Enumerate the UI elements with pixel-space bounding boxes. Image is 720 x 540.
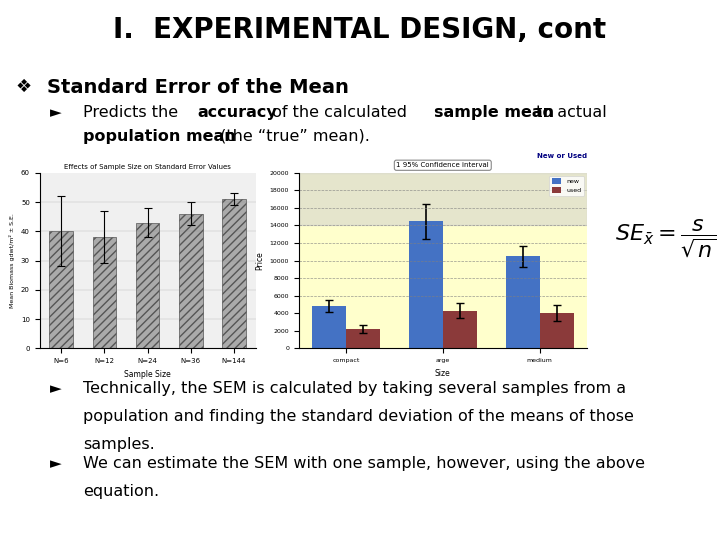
Bar (50, 231, 73, 348)
Text: ►: ► (50, 105, 62, 120)
Text: Predicts the: Predicts the (83, 105, 183, 120)
Text: accuracy: accuracy (197, 105, 276, 120)
Bar (540, 313, 574, 348)
Y-axis label: Mean Biomass gdwt/m² ± S.E.: Mean Biomass gdwt/m² ± S.E. (9, 213, 15, 308)
Text: Standard Error of the Mean: Standard Error of the Mean (47, 78, 348, 97)
Text: ❖: ❖ (16, 78, 32, 96)
Bar (506, 256, 540, 348)
Bar (443, 310, 477, 348)
Text: I.  EXPERIMENTAL DESIGN, cont: I. EXPERIMENTAL DESIGN, cont (114, 16, 606, 44)
Text: ►: ► (50, 381, 62, 396)
Text: We can estimate the SEM with one sample, however, using the above: We can estimate the SEM with one sample,… (83, 456, 645, 471)
Bar (179, 214, 202, 348)
Bar (93, 237, 117, 348)
Bar (346, 329, 379, 348)
Bar (409, 221, 443, 348)
Text: samples.: samples. (83, 437, 155, 452)
Text: population and finding the standard deviation of the means of those: population and finding the standard devi… (83, 409, 634, 424)
X-axis label: Size: Size (435, 369, 451, 377)
Text: sample mean: sample mean (434, 105, 554, 120)
Text: New or Used: New or Used (536, 153, 587, 159)
Text: $SE_{\bar{x}} = \dfrac{s}{\sqrt{n}}$: $SE_{\bar{x}} = \dfrac{s}{\sqrt{n}}$ (616, 217, 716, 259)
Y-axis label: Price: Price (255, 251, 264, 270)
Text: of the calculated: of the calculated (267, 105, 413, 120)
Text: equation.: equation. (83, 484, 159, 500)
Title: 1 95% Confidence interval: 1 95% Confidence interval (397, 162, 489, 168)
Text: (the “true” mean).: (the “true” mean). (215, 129, 369, 144)
Title: Effects of Sample Size on Standard Error Values: Effects of Sample Size on Standard Error… (64, 164, 231, 170)
Text: population mean: population mean (83, 129, 235, 144)
Bar (299, 173, 587, 226)
Text: ►: ► (50, 456, 62, 471)
Bar (222, 199, 246, 348)
Bar (312, 306, 346, 348)
Legend: new, used: new, used (549, 176, 584, 196)
Text: to actual: to actual (531, 105, 606, 120)
X-axis label: Sample Size: Sample Size (125, 369, 171, 379)
Text: Technically, the SEM is calculated by taking several samples from a: Technically, the SEM is calculated by ta… (83, 381, 626, 396)
Bar (136, 222, 159, 348)
